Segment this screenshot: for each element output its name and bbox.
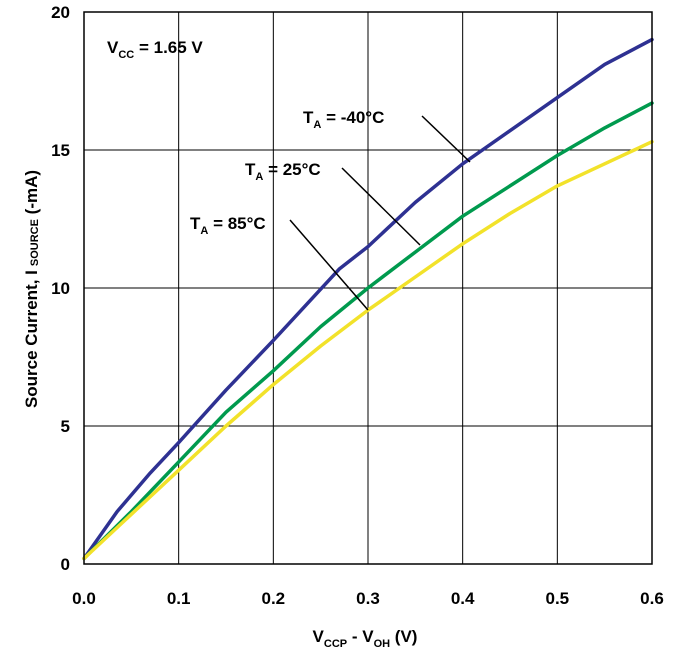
series-line-1 <box>82 101 654 561</box>
series-line-2 <box>82 139 654 561</box>
x-axis-label: VCCP - VOH (V) <box>313 627 418 650</box>
y-tick-label: 15 <box>51 141 70 160</box>
callout-leader-2 <box>289 219 369 311</box>
callout-leader-0 <box>421 115 471 163</box>
x-tick-label: 0.3 <box>356 589 380 608</box>
y-tick-label: 5 <box>61 417 70 436</box>
y-tick-labels: 0 5 10 15 20 <box>51 3 70 574</box>
series-label-2: TA = 85°C <box>190 214 266 237</box>
series-callouts: TA = -40°C TA = 25°C TA = 85°C <box>190 108 471 311</box>
series-line-0 <box>82 37 654 561</box>
callout-leader-1 <box>341 167 421 246</box>
plot-frame <box>83 11 653 565</box>
y-axis-label: Source Current, ISOURCE (-mA) <box>22 170 41 408</box>
x-tick-label: 0.5 <box>546 589 570 608</box>
series-label-0: TA = -40°C <box>303 108 384 131</box>
y-tick-label: 10 <box>51 279 70 298</box>
series-label-1: TA = 25°C <box>245 160 321 183</box>
x-tick-label: 0.6 <box>640 589 664 608</box>
x-tick-label: 0.2 <box>262 589 286 608</box>
x-tick-label: 0.4 <box>451 589 475 608</box>
y-tick-label: 20 <box>51 3 70 22</box>
x-tick-labels: 0.0 0.1 0.2 0.3 0.4 0.5 0.6 <box>72 589 664 608</box>
y-tick-label: 0 <box>61 555 70 574</box>
series-lines <box>82 37 654 561</box>
x-tick-label: 0.0 <box>72 589 96 608</box>
x-tick-label: 0.1 <box>167 589 191 608</box>
vcc-annotation: VCC = 1.65 V <box>107 38 203 61</box>
